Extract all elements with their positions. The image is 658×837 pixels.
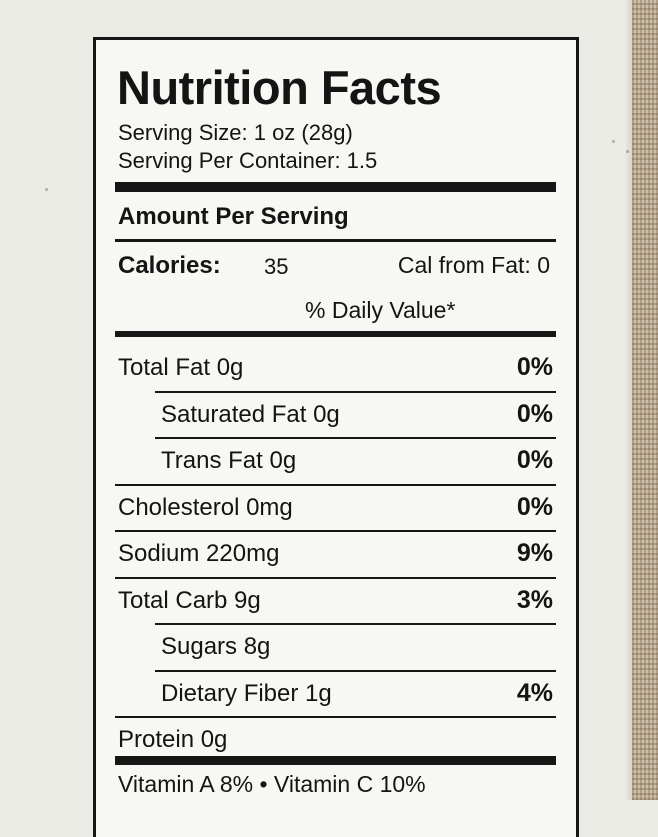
daily-value-header: % Daily Value* [305,297,456,323]
nutrient-label: Sugars 8g [161,633,271,660]
smudge-mark [45,188,48,191]
calories-value: 35 [264,254,289,279]
thin-divider [155,623,556,625]
nutrient-label: Total Carb 9g [118,586,261,614]
calories-from-fat: Cal from Fat: 0 [397,252,550,278]
nutrient-row: Trans Fat 0g 0% [115,439,556,485]
nutrition-label: Nutrition Facts Serving Size: 1 oz (28g)… [93,37,579,837]
serving-size: Serving Size: 1 oz (28g) [118,120,353,145]
burlap-background [632,0,658,800]
nutrient-label: Total Fat 0g [118,354,244,381]
thick-divider [115,182,556,192]
label-title: Nutrition Facts [117,61,442,114]
nutrient-daily-value: 0% [516,399,553,428]
nutrient-label: Trans Fat 0g [161,447,297,474]
nutrient-label: Protein 0g [118,726,228,753]
thin-divider [115,530,556,532]
nutrient-label: Dietary Fiber 1g [161,679,332,707]
thick-divider [115,756,556,765]
smudge-mark [626,150,629,153]
nutrient-row: Sugars 8g [115,625,556,671]
nutrient-label: Saturated Fat 0g [161,400,340,428]
nutrient-daily-value: 4% [516,678,553,707]
nutrient-daily-value: 9% [516,539,553,567]
nutrient-row: Saturated Fat 0g 0% [115,393,556,439]
nutrient-row: Cholesterol 0mg 0% [115,486,556,532]
nutrient-row: Sodium 220mg 9% [115,532,556,578]
nutrient-daily-value: 3% [516,585,553,614]
thin-divider [155,437,556,439]
nutrient-daily-value: 0% [516,446,553,474]
calories-row: Calories: 35 Cal from Fat: 0 [118,252,556,282]
thin-divider [115,716,556,718]
nutrient-row: Protein 0g [115,718,556,764]
nutrient-row: Total Fat 0g 0% [115,346,556,392]
nutrient-label: Sodium 220mg [118,540,280,567]
nutrient-daily-value: 0% [516,492,553,521]
nutrient-daily-value: 0% [516,353,553,381]
servings-per-container: Serving Per Container: 1.5 [118,148,378,173]
calories-label: Calories: [118,252,221,279]
thin-divider [115,483,556,486]
smudge-mark [612,140,615,143]
medium-divider [115,331,556,337]
thin-divider [115,576,556,579]
divider [115,239,556,242]
nutrient-label: Cholesterol 0mg [118,493,293,521]
nutrient-row: Total Carb 9g 3% [115,579,556,625]
vitamins-line: Vitamin A 8% • Vitamin C 10% [118,771,426,797]
thin-divider [155,390,556,393]
nutrient-row: Dietary Fiber 1g 4% [115,672,556,718]
paper-edge [626,0,632,800]
amount-per-serving-heading: Amount Per Serving [118,203,349,230]
thin-divider [155,669,556,672]
